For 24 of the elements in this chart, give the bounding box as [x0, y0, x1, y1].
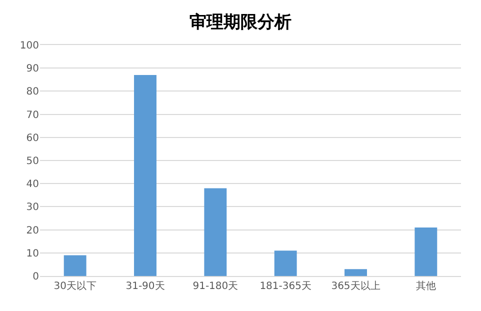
y-tick-label: 80	[26, 86, 39, 98]
y-tick-label: 90	[26, 64, 39, 75]
bar	[204, 188, 227, 276]
x-tick-label: 30天以下	[54, 280, 96, 292]
y-tick-label: 100	[20, 40, 39, 52]
bar	[134, 75, 156, 276]
x-tick-label: 181-365天	[260, 281, 312, 292]
y-tick-label: 40	[26, 179, 39, 190]
x-tick-label: 其他	[416, 280, 436, 292]
x-tick-label: 365天以上	[331, 280, 380, 292]
y-tick-label: 0	[32, 272, 39, 282]
y-tick-label: 30	[26, 202, 39, 214]
x-tick-label: 91-180天	[192, 281, 238, 292]
bar	[344, 269, 367, 276]
bar	[414, 227, 438, 276]
y-tick-label: 50	[26, 156, 39, 167]
y-tick-label: 60	[26, 132, 39, 144]
chart-title: 审理期限分析	[190, 12, 292, 32]
y-tick-label: 10	[26, 248, 39, 260]
y-tick-label: 70	[26, 110, 39, 121]
x-tick-label: 31-90天	[126, 281, 165, 292]
bar	[64, 255, 86, 276]
y-tick-label: 20	[26, 225, 39, 236]
bar	[274, 250, 297, 276]
